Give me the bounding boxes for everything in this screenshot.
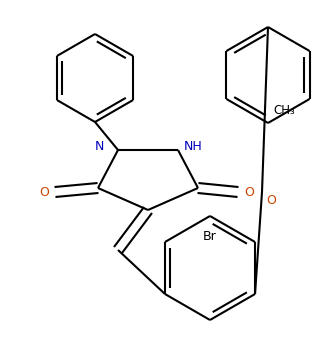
Text: CH₃: CH₃ bbox=[273, 104, 295, 117]
Text: O: O bbox=[266, 194, 276, 207]
Text: Br: Br bbox=[203, 230, 217, 243]
Text: O: O bbox=[39, 186, 49, 198]
Text: NH: NH bbox=[184, 139, 203, 152]
Text: O: O bbox=[244, 186, 254, 198]
Text: N: N bbox=[95, 139, 104, 152]
